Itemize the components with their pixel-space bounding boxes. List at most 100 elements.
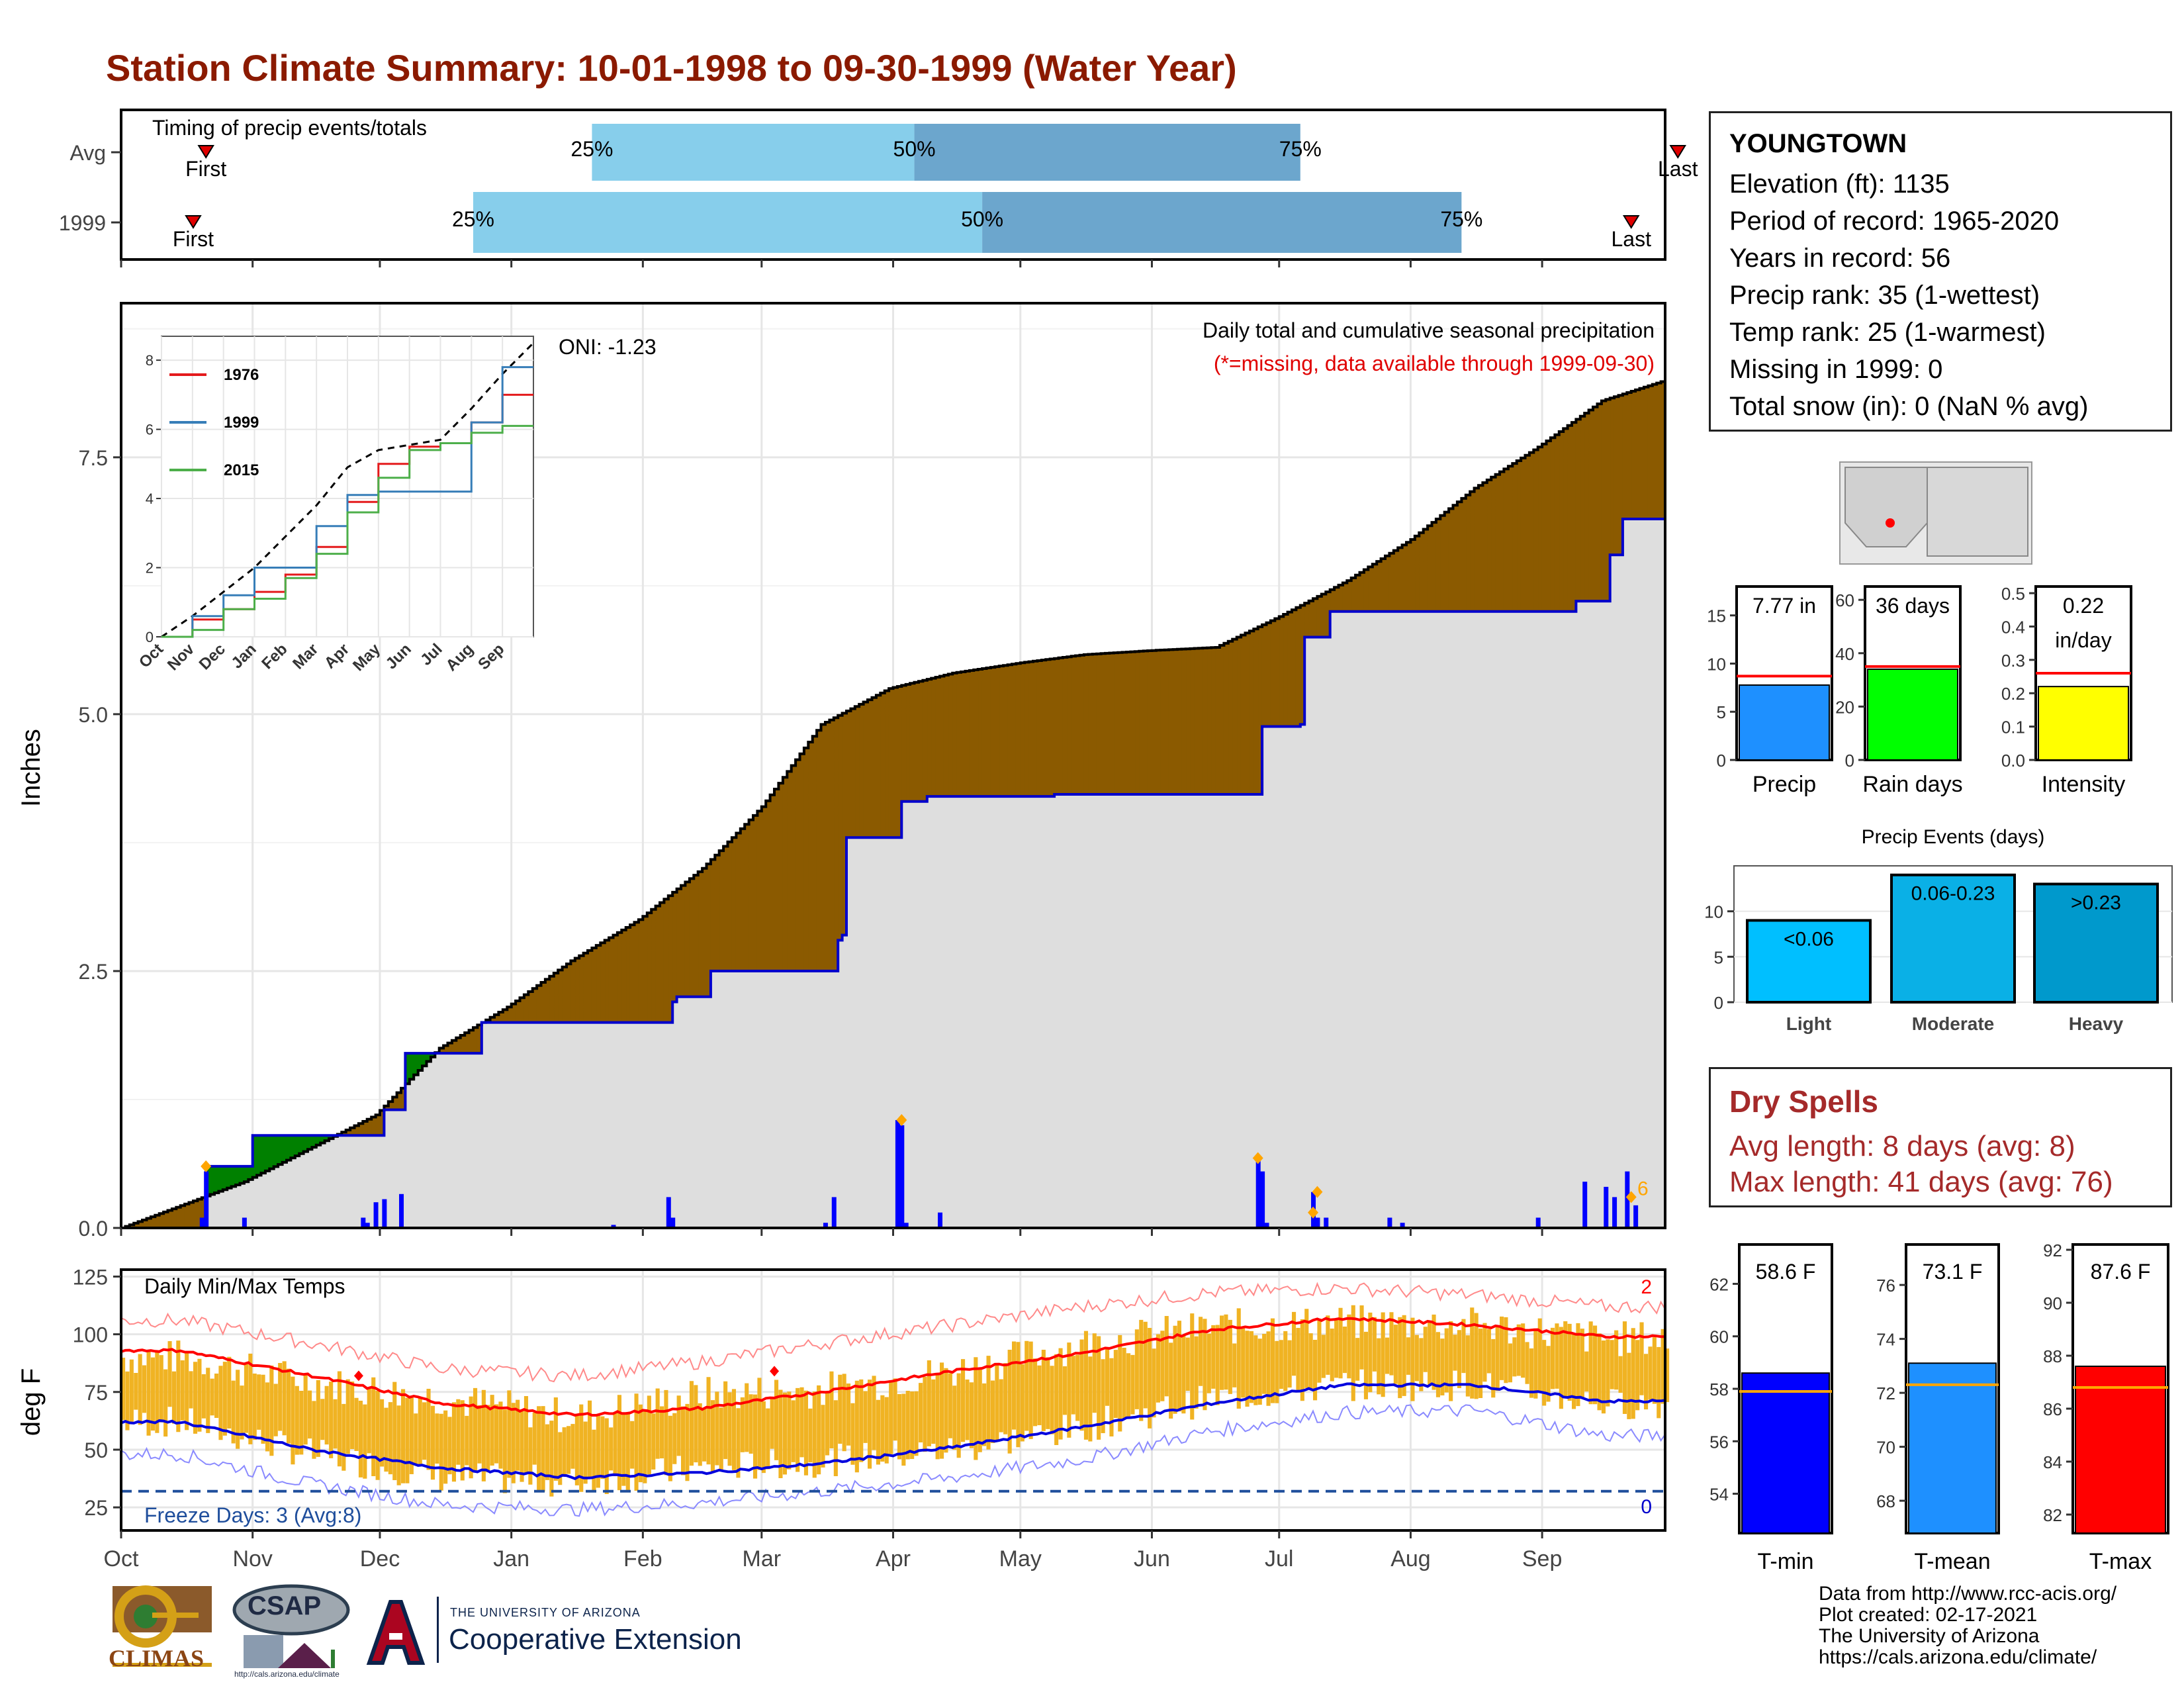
ua-big-text: Cooperative Extension <box>449 1623 742 1656</box>
temp-y-axis-label: deg F <box>17 1368 46 1436</box>
inset-series-line <box>161 424 533 638</box>
credits: Data from http://www.rcc-acis.org/ Plot … <box>1819 1583 2176 1668</box>
station-precip-rank: Precip rank: 35 (1-wettest) <box>1729 281 2040 310</box>
inset-average-line <box>161 342 535 638</box>
timing-bar-q50-q75 <box>914 124 1300 181</box>
daily-precip-bar <box>1604 1186 1609 1228</box>
summary-bar-fill <box>1739 684 1830 761</box>
credit-line: The University of Arizona <box>1819 1625 2040 1647</box>
daily-precip-bar <box>1260 1171 1265 1228</box>
precip-y-tick-label: 7.5 <box>79 446 108 470</box>
summary-bar-tick-label: 0.0 <box>2001 751 2025 771</box>
temp-summary-tick-label: 92 <box>2043 1241 2062 1260</box>
first-event-label: First <box>173 227 214 251</box>
daily-precip-bar <box>938 1212 943 1228</box>
month-tick-label: Feb <box>623 1546 662 1571</box>
month-tick-label: Nov <box>232 1546 272 1571</box>
event-category-label: Light <box>1786 1013 1831 1034</box>
summary-bar-tick-label: 20 <box>1835 697 1854 717</box>
daily-precip-bar <box>373 1202 379 1228</box>
daily-precip-bar <box>831 1197 837 1228</box>
daily-precip-bar <box>399 1194 404 1228</box>
events-y-tick-label: 0 <box>1714 993 1723 1013</box>
events-title: Precip Events (days) <box>1862 826 2045 848</box>
summary-bar-tick-label: 0 <box>1717 751 1726 771</box>
temp-y-tick-label: 25 <box>84 1496 108 1520</box>
record-high-marker <box>353 1370 363 1382</box>
inset-legend-label: 1999 <box>224 414 259 432</box>
inset-legend-label: 1976 <box>224 366 259 384</box>
summary-bar-tick-label: 0.1 <box>2001 718 2025 737</box>
event-marker <box>1312 1186 1323 1198</box>
csap-logo: CSAP http://cals.arizona.edu/climate <box>232 1583 351 1683</box>
record-high-line <box>120 1282 1666 1383</box>
missing-data-note: (*=missing, data available through 1999-… <box>1214 352 1655 375</box>
summary-bar-tick-label: 0.4 <box>2001 617 2025 637</box>
temp-y-tick-label: 75 <box>84 1381 108 1405</box>
first-event-marker <box>197 145 214 159</box>
station-period: Period of record: 1965-2020 <box>1729 207 2060 236</box>
summary-bar-value: 36 days <box>1876 594 1950 618</box>
temp-y-tick-label: 100 <box>73 1323 108 1347</box>
last-event-marker <box>1669 145 1687 159</box>
temp-summary-fill <box>1741 1372 1830 1534</box>
temp-summary-value: 73.1 F <box>1923 1260 1983 1284</box>
observed-cumulative-area <box>121 426 1665 1228</box>
timing-p25-label: 25% <box>570 137 613 161</box>
temp-summary-tick-label: 58 <box>1709 1380 1729 1399</box>
climas-logo-graphic <box>113 1585 212 1667</box>
temp-summary-tick-label: 74 <box>1876 1330 1895 1350</box>
precip-panel-note: Daily total and cumulative seasonal prec… <box>1203 318 1655 342</box>
event-marker <box>1308 1206 1319 1219</box>
record-high-count: 2 <box>1641 1276 1652 1298</box>
csap-text: CSAP <box>248 1591 322 1620</box>
map-newmexico-shape <box>1927 467 2028 557</box>
ua-small-text: THE UNIVERSITY OF ARIZONA <box>450 1606 641 1619</box>
daily-precip-bar <box>382 1199 387 1228</box>
summary-bar-tick-label: 0.5 <box>2001 584 2025 604</box>
station-info-box: YOUNGTOWN Elevation (ft): 1135 Period of… <box>1709 111 2172 432</box>
daily-precip-bar <box>365 1223 370 1228</box>
month-tick-label: Apr <box>876 1546 911 1571</box>
daily-precip-bar <box>895 1120 900 1228</box>
station-snow: Total snow (in): 0 (NaN % avg) <box>1729 392 2089 421</box>
daily-precip-bar <box>823 1223 828 1228</box>
timing-panel-title: Timing of precip events/totals <box>152 116 427 140</box>
precip-y-tick-label: 0.0 <box>79 1217 108 1241</box>
station-elevation: Elevation (ft): 1135 <box>1729 169 1950 199</box>
temp-summary-fill <box>1908 1362 1997 1534</box>
last-event-marker <box>1622 215 1640 229</box>
average-min-line <box>120 1382 1666 1480</box>
station-missing: Missing in 1999: 0 <box>1729 355 1943 384</box>
daily-precip-bar <box>361 1217 366 1228</box>
observed-cumulative-line <box>121 426 1666 1229</box>
inset-y-tick-label: 8 <box>146 352 154 369</box>
summary-bar-tick-label: 10 <box>1707 654 1726 674</box>
temp-summary-tick-label: 70 <box>1876 1438 1895 1458</box>
station-location-dot <box>1886 518 1895 528</box>
daily-precip-bar <box>899 1125 905 1228</box>
timing-bar-q25-q50 <box>473 192 983 253</box>
temp-summary-tick-label: 54 <box>1709 1485 1729 1505</box>
ua-divider <box>437 1597 439 1663</box>
daily-precip-bar <box>1387 1217 1392 1228</box>
summary-bar-value: 7.77 in <box>1752 594 1816 618</box>
record-high-marker <box>770 1366 780 1377</box>
event-count-label: 6 <box>1637 1178 1649 1199</box>
month-tick-label: Aug <box>1390 1546 1431 1571</box>
station-name: YOUNGTOWN <box>1729 129 1907 158</box>
event-marker <box>1625 1191 1637 1203</box>
daily-precip-bar <box>1255 1156 1261 1228</box>
precip-y-tick-label: 5.0 <box>79 703 108 727</box>
month-tick-label: Jan <box>493 1546 529 1571</box>
event-category-label: Heavy <box>2069 1013 2124 1034</box>
daily-precip-bar <box>666 1197 671 1228</box>
csap-logo-graphic <box>232 1584 350 1668</box>
timing-p50-label: 50% <box>893 137 936 161</box>
inset-y-tick-label: 6 <box>146 422 154 438</box>
last-event-label: Last <box>1611 227 1651 251</box>
temp-summary-value: 87.6 F <box>2091 1260 2151 1284</box>
average-cumulative-line <box>121 380 1666 1229</box>
event-bar-label: >0.23 <box>2071 892 2121 914</box>
month-tick-label: May <box>999 1546 1042 1571</box>
